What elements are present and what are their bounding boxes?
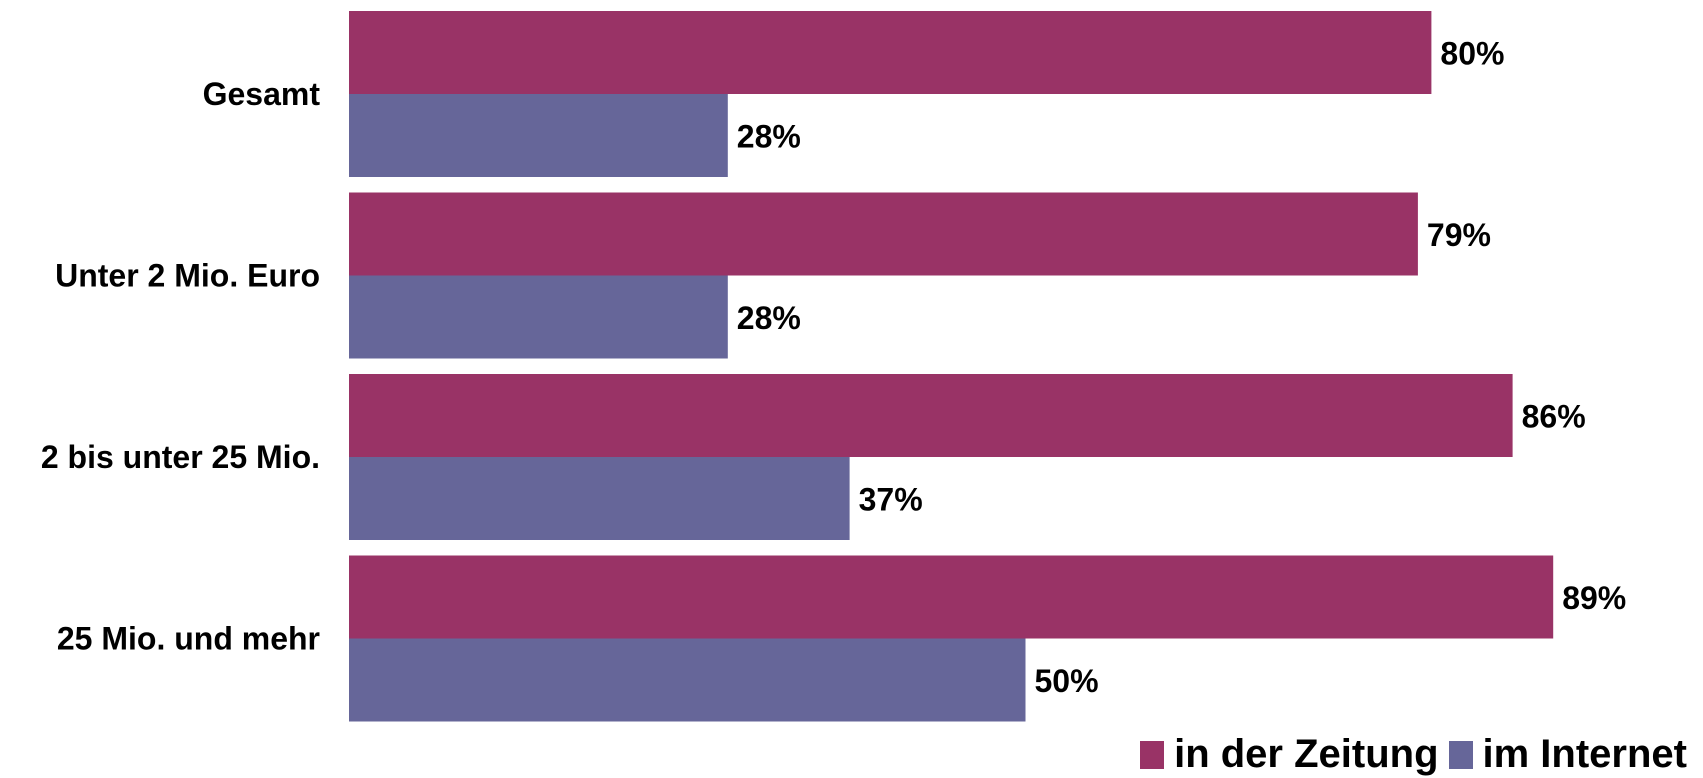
bar-zeitung: [349, 192, 1418, 276]
bar-internet: [349, 94, 728, 177]
category-label: 25 Mio. und mehr: [57, 621, 320, 657]
legend-item-internet: im Internet: [1448, 732, 1687, 777]
data-label: 28%: [737, 119, 801, 155]
legend-swatch-internet: [1448, 740, 1473, 769]
category-label: Gesamt: [203, 76, 321, 112]
legend-label-internet: im Internet: [1482, 732, 1687, 776]
category-label: Unter 2 Mio. Euro: [55, 258, 320, 294]
bar-zeitung: [349, 374, 1513, 457]
bar-internet: [349, 275, 728, 359]
data-label: 86%: [1522, 399, 1586, 435]
bar-group: 2 bis unter 25 Mio. 86% 37%: [41, 374, 1586, 540]
bar-group: 25 Mio. und mehr 89% 50%: [57, 555, 1626, 722]
category-label: 2 bis unter 25 Mio.: [41, 439, 320, 475]
legend-item-zeitung: in der Zeitung: [1140, 732, 1439, 777]
legend-label-zeitung: in der Zeitung: [1174, 732, 1439, 776]
data-label: 37%: [859, 482, 923, 518]
legend-swatch-zeitung: [1140, 740, 1165, 769]
bar-internet: [349, 638, 1026, 722]
bar-internet: [349, 457, 850, 540]
bar-group: Gesamt 80% 28%: [203, 11, 1504, 177]
data-label: 50%: [1035, 663, 1099, 699]
data-label: 28%: [737, 300, 801, 336]
data-label: 89%: [1562, 580, 1626, 616]
bar-zeitung: [349, 11, 1432, 94]
data-label: 80%: [1440, 36, 1504, 72]
chart-legend: in der Zeitung im Internet: [1130, 732, 1687, 777]
bar-zeitung: [349, 555, 1554, 639]
bar-group: Unter 2 Mio. Euro 79% 28%: [55, 192, 1491, 359]
data-label: 79%: [1427, 217, 1491, 253]
